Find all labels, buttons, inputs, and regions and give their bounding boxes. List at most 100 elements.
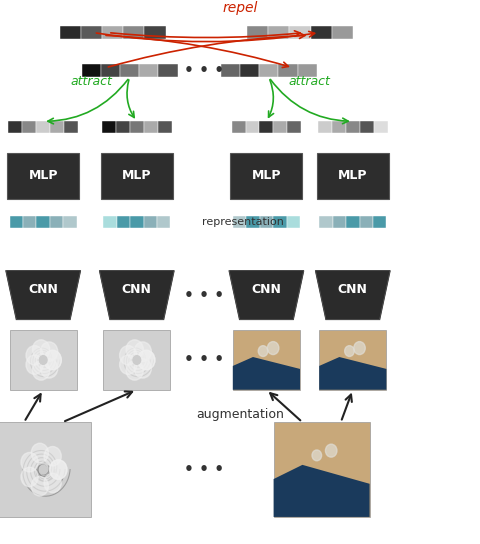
Text: CNN: CNN — [28, 283, 58, 296]
FancyBboxPatch shape — [130, 121, 144, 133]
Circle shape — [40, 342, 58, 361]
FancyBboxPatch shape — [103, 216, 117, 228]
FancyBboxPatch shape — [139, 64, 158, 77]
FancyBboxPatch shape — [116, 121, 130, 133]
FancyBboxPatch shape — [333, 216, 346, 228]
Circle shape — [21, 467, 38, 487]
FancyBboxPatch shape — [332, 121, 346, 133]
FancyBboxPatch shape — [120, 64, 139, 77]
FancyBboxPatch shape — [373, 216, 386, 228]
Circle shape — [39, 356, 47, 364]
Circle shape — [44, 350, 61, 370]
FancyBboxPatch shape — [64, 121, 78, 133]
Circle shape — [31, 443, 48, 463]
FancyBboxPatch shape — [102, 121, 116, 133]
FancyBboxPatch shape — [317, 153, 389, 199]
Circle shape — [258, 345, 268, 356]
FancyBboxPatch shape — [63, 216, 77, 228]
Circle shape — [134, 358, 151, 378]
FancyBboxPatch shape — [81, 26, 102, 39]
Circle shape — [267, 342, 279, 355]
Text: CNN: CNN — [338, 283, 368, 296]
FancyBboxPatch shape — [157, 121, 171, 133]
FancyBboxPatch shape — [36, 216, 50, 228]
Text: • • •: • • • — [184, 353, 224, 368]
FancyBboxPatch shape — [287, 121, 301, 133]
FancyBboxPatch shape — [373, 121, 388, 133]
Circle shape — [138, 350, 155, 370]
FancyBboxPatch shape — [268, 26, 289, 39]
Circle shape — [50, 460, 67, 479]
Bar — [274, 422, 370, 517]
Circle shape — [133, 356, 141, 364]
Text: representation: representation — [202, 217, 284, 227]
FancyBboxPatch shape — [221, 64, 240, 77]
Circle shape — [26, 355, 43, 374]
Text: attract: attract — [70, 75, 112, 88]
Text: MLP: MLP — [122, 170, 152, 182]
FancyBboxPatch shape — [319, 216, 333, 228]
Circle shape — [44, 350, 61, 370]
Circle shape — [50, 460, 67, 479]
FancyBboxPatch shape — [157, 216, 170, 228]
FancyBboxPatch shape — [233, 216, 246, 228]
FancyBboxPatch shape — [287, 216, 300, 228]
FancyBboxPatch shape — [360, 121, 373, 133]
FancyBboxPatch shape — [60, 26, 81, 39]
FancyBboxPatch shape — [102, 26, 123, 39]
Text: MLP: MLP — [252, 170, 281, 182]
Text: CNN: CNN — [122, 283, 152, 296]
Circle shape — [120, 355, 137, 374]
Polygon shape — [319, 357, 386, 390]
Circle shape — [21, 453, 38, 472]
Circle shape — [33, 340, 50, 359]
Circle shape — [138, 350, 155, 370]
Circle shape — [26, 345, 43, 365]
Circle shape — [120, 345, 137, 365]
Text: CNN: CNN — [252, 283, 281, 296]
Circle shape — [134, 342, 151, 361]
FancyBboxPatch shape — [278, 64, 298, 77]
Text: MLP: MLP — [338, 170, 368, 182]
FancyBboxPatch shape — [101, 64, 120, 77]
FancyBboxPatch shape — [311, 26, 332, 39]
FancyBboxPatch shape — [82, 64, 101, 77]
Text: • • •: • • • — [184, 462, 224, 477]
Polygon shape — [99, 271, 174, 319]
FancyBboxPatch shape — [346, 216, 360, 228]
Circle shape — [312, 450, 322, 461]
FancyBboxPatch shape — [346, 121, 360, 133]
FancyBboxPatch shape — [144, 216, 157, 228]
Text: repel: repel — [222, 1, 258, 15]
FancyBboxPatch shape — [117, 216, 130, 228]
FancyBboxPatch shape — [274, 121, 287, 133]
FancyBboxPatch shape — [232, 121, 246, 133]
Text: • • •: • • • — [184, 63, 224, 78]
Circle shape — [33, 361, 50, 380]
FancyBboxPatch shape — [50, 121, 64, 133]
FancyBboxPatch shape — [259, 121, 274, 133]
FancyBboxPatch shape — [246, 216, 260, 228]
FancyBboxPatch shape — [9, 121, 22, 133]
FancyBboxPatch shape — [273, 216, 287, 228]
Circle shape — [325, 444, 337, 457]
FancyBboxPatch shape — [144, 121, 157, 133]
Polygon shape — [316, 271, 390, 319]
FancyBboxPatch shape — [240, 64, 259, 77]
Polygon shape — [6, 271, 80, 319]
Bar — [0, 422, 91, 517]
Text: attract: attract — [288, 75, 331, 88]
Text: MLP: MLP — [28, 170, 58, 182]
FancyBboxPatch shape — [247, 26, 268, 39]
Circle shape — [44, 473, 61, 493]
Text: • • •: • • • — [184, 288, 224, 302]
Circle shape — [39, 465, 47, 474]
Bar — [319, 330, 386, 390]
FancyBboxPatch shape — [259, 64, 278, 77]
FancyBboxPatch shape — [144, 26, 166, 39]
FancyBboxPatch shape — [246, 121, 260, 133]
FancyBboxPatch shape — [318, 121, 332, 133]
FancyBboxPatch shape — [7, 153, 79, 199]
Bar — [103, 330, 170, 390]
Bar — [10, 330, 77, 390]
